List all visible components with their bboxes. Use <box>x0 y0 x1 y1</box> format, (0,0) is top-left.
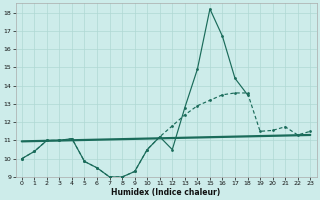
X-axis label: Humidex (Indice chaleur): Humidex (Indice chaleur) <box>111 188 221 197</box>
